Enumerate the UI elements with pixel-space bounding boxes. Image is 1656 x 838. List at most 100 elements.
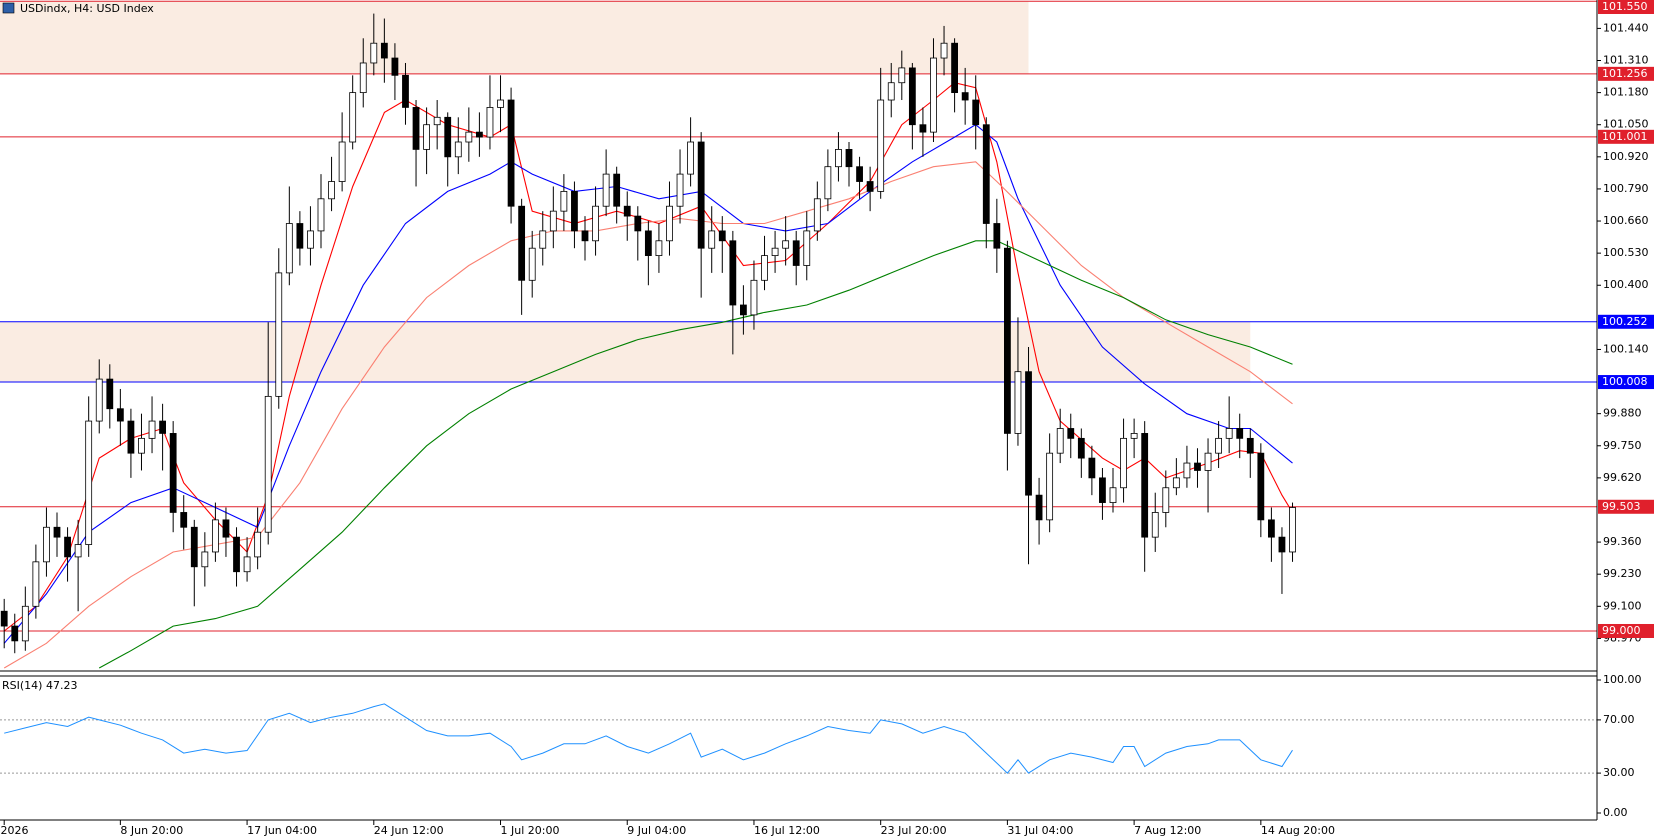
level-tag xyxy=(1598,623,1654,638)
zones xyxy=(0,1,1251,383)
candle-body xyxy=(782,240,790,249)
candle-body xyxy=(64,536,71,558)
candle-body xyxy=(835,149,842,168)
candle-body xyxy=(708,230,716,249)
candle-body xyxy=(1141,433,1149,538)
candle-body xyxy=(845,149,853,168)
candle-body xyxy=(866,181,874,192)
candle-body xyxy=(1289,507,1296,553)
candle-body xyxy=(1268,519,1275,538)
candle-body xyxy=(53,526,61,538)
candle-body xyxy=(233,536,240,573)
candle-body xyxy=(211,519,219,553)
y-tick-label: 99.360 xyxy=(1603,535,1642,548)
rsi-title: RSI(14) 47.23 xyxy=(2,679,77,692)
y-tick-label: 99.100 xyxy=(1603,599,1642,612)
x-tick-label: 24 Jun 12:00 xyxy=(374,824,444,837)
candle-body xyxy=(666,205,673,242)
rsi-panel: 100.00 70.00 30.00 0.00 xyxy=(0,673,1642,819)
candle-body xyxy=(1225,428,1233,439)
candle-body xyxy=(908,67,916,126)
candle-body xyxy=(887,82,895,101)
candle-body xyxy=(380,42,388,59)
candle-body xyxy=(602,173,610,207)
level-tag xyxy=(1598,0,1654,14)
candle-body xyxy=(919,124,927,133)
candle-body xyxy=(359,62,367,94)
candle-body xyxy=(528,247,536,281)
candle-body xyxy=(972,99,980,126)
candle-body xyxy=(1088,457,1096,479)
candle-body xyxy=(940,42,948,59)
y-tick-label: 101.310 xyxy=(1603,54,1649,67)
candle-body xyxy=(961,92,969,101)
candle-body xyxy=(201,551,209,568)
candle-body xyxy=(444,116,452,158)
candle-body xyxy=(930,57,937,133)
level-tag-label: 101.256 xyxy=(1602,67,1648,80)
x-tick-label: 16 Jul 12:00 xyxy=(754,824,820,837)
candle-body xyxy=(307,230,314,249)
candle-body xyxy=(1067,428,1075,439)
y-tick-label: 101.050 xyxy=(1603,118,1649,131)
candle-body xyxy=(813,198,821,232)
x-tick-label: 31 Jul 04:00 xyxy=(1007,824,1073,837)
level-tag-label: 100.252 xyxy=(1602,315,1648,328)
candle-body xyxy=(539,230,547,249)
level-tag xyxy=(1598,499,1654,514)
candle-body xyxy=(222,519,230,538)
candle-body xyxy=(1099,477,1106,503)
candle-body xyxy=(644,230,652,257)
candle-body xyxy=(1056,428,1064,454)
symbol-icon xyxy=(2,2,15,14)
level-tag xyxy=(1598,375,1654,390)
y-tick-label: 99.750 xyxy=(1603,439,1642,452)
candle-body xyxy=(402,74,409,108)
candle-body xyxy=(1183,462,1191,479)
candle-body xyxy=(518,205,526,281)
y-tick-label: 99.620 xyxy=(1603,471,1642,484)
candle-body xyxy=(613,173,621,207)
candle-body xyxy=(11,625,19,642)
candle-body xyxy=(1278,536,1286,553)
candle-body xyxy=(1014,371,1022,434)
candle-body xyxy=(296,223,304,249)
x-tick-label: 17 Jun 04:00 xyxy=(247,824,317,837)
candle-body xyxy=(1151,512,1159,538)
candle-body xyxy=(750,279,758,316)
candle-body xyxy=(95,378,103,422)
candle-body xyxy=(951,42,958,94)
level-tag-label: 99.503 xyxy=(1602,500,1641,513)
level-tag-label: 101.550 xyxy=(1602,0,1648,13)
candle-body xyxy=(497,99,504,108)
x-tick-label: 1 Jul 20:00 xyxy=(501,824,560,837)
x-tick-label: 23 Jul 20:00 xyxy=(881,824,947,837)
candle-body xyxy=(1236,428,1244,439)
candle-body xyxy=(740,304,747,316)
candle-body xyxy=(32,561,40,607)
level-tag-label: 99.000 xyxy=(1602,624,1641,637)
candle-body xyxy=(328,181,335,200)
candle-body xyxy=(761,255,768,281)
candle-body xyxy=(243,556,251,573)
candle-body xyxy=(623,205,631,217)
y-tick-label: 101.440 xyxy=(1603,21,1649,34)
candle-body xyxy=(634,215,642,232)
candle-body xyxy=(1004,247,1011,434)
candle-body xyxy=(507,99,515,207)
candle-body xyxy=(1120,437,1127,489)
candle-body xyxy=(317,198,325,232)
candle-body xyxy=(138,437,145,454)
candle-body xyxy=(1246,437,1254,454)
level-tags: 101.550 101.256 101.001 100.252 100.008 99.50… xyxy=(1598,0,1654,638)
candle-body xyxy=(465,131,473,143)
candle-body xyxy=(423,124,431,150)
candle-body xyxy=(676,173,684,207)
candle-body xyxy=(1257,452,1265,521)
x-tick-label: 8 Jun 20:00 xyxy=(120,824,183,837)
level-tag-label: 100.008 xyxy=(1602,375,1648,388)
candle-body xyxy=(106,378,114,410)
candle-body xyxy=(1204,452,1212,471)
candle-body xyxy=(581,230,589,242)
